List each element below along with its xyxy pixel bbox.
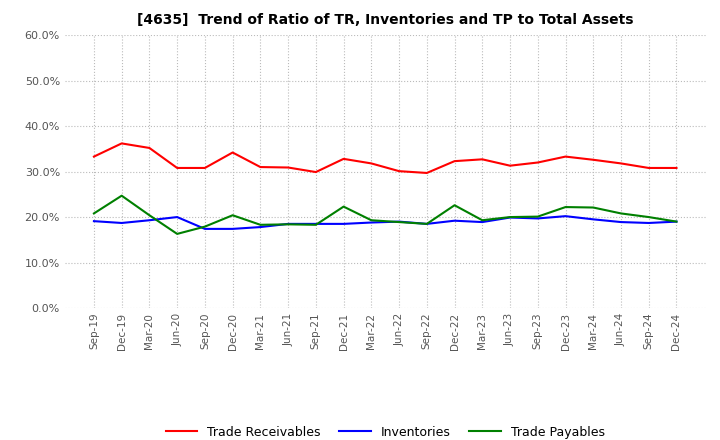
Trade Payables bbox=[672, 219, 681, 224]
Trade Payables bbox=[395, 220, 403, 225]
Trade Receivables bbox=[616, 161, 625, 166]
Trade Payables bbox=[201, 224, 210, 229]
Inventories bbox=[256, 224, 265, 230]
Trade Payables bbox=[173, 231, 181, 237]
Trade Payables bbox=[616, 211, 625, 216]
Line: Inventories: Inventories bbox=[94, 216, 677, 229]
Inventories bbox=[117, 220, 126, 226]
Trade Receivables bbox=[367, 161, 376, 166]
Trade Payables bbox=[256, 222, 265, 227]
Inventories bbox=[201, 226, 210, 231]
Trade Receivables bbox=[505, 163, 514, 169]
Trade Payables bbox=[312, 222, 320, 227]
Trade Payables bbox=[228, 213, 237, 218]
Trade Payables bbox=[589, 205, 598, 210]
Inventories bbox=[423, 221, 431, 227]
Trade Receivables bbox=[89, 154, 98, 159]
Trade Receivables bbox=[395, 169, 403, 174]
Trade Receivables bbox=[284, 165, 292, 170]
Trade Receivables bbox=[256, 165, 265, 170]
Inventories bbox=[89, 219, 98, 224]
Trade Receivables bbox=[312, 169, 320, 175]
Trade Payables bbox=[89, 211, 98, 216]
Inventories bbox=[534, 216, 542, 221]
Inventories bbox=[505, 215, 514, 220]
Inventories bbox=[312, 221, 320, 227]
Trade Payables bbox=[423, 221, 431, 227]
Trade Receivables bbox=[173, 165, 181, 171]
Legend: Trade Receivables, Inventories, Trade Payables: Trade Receivables, Inventories, Trade Pa… bbox=[161, 421, 610, 440]
Title: [4635]  Trend of Ratio of TR, Inventories and TP to Total Assets: [4635] Trend of Ratio of TR, Inventories… bbox=[137, 13, 634, 27]
Inventories bbox=[284, 221, 292, 227]
Trade Receivables bbox=[534, 160, 542, 165]
Trade Receivables bbox=[478, 157, 487, 162]
Line: Trade Payables: Trade Payables bbox=[94, 196, 677, 234]
Inventories bbox=[478, 220, 487, 225]
Trade Payables bbox=[478, 218, 487, 223]
Trade Payables bbox=[284, 222, 292, 227]
Inventories bbox=[644, 220, 653, 226]
Trade Payables bbox=[505, 214, 514, 220]
Inventories bbox=[672, 219, 681, 224]
Trade Payables bbox=[534, 214, 542, 219]
Trade Receivables bbox=[644, 165, 653, 171]
Inventories bbox=[395, 219, 403, 224]
Trade Payables bbox=[644, 214, 653, 220]
Trade Payables bbox=[561, 205, 570, 210]
Trade Receivables bbox=[201, 165, 210, 171]
Inventories bbox=[367, 220, 376, 225]
Inventories bbox=[228, 226, 237, 231]
Trade Payables bbox=[339, 204, 348, 209]
Inventories bbox=[173, 214, 181, 220]
Trade Receivables bbox=[339, 156, 348, 161]
Line: Trade Receivables: Trade Receivables bbox=[94, 143, 677, 173]
Trade Receivables bbox=[589, 157, 598, 162]
Trade Payables bbox=[450, 202, 459, 208]
Trade Receivables bbox=[672, 165, 681, 171]
Trade Payables bbox=[367, 218, 376, 223]
Inventories bbox=[561, 213, 570, 219]
Trade Receivables bbox=[228, 150, 237, 155]
Trade Payables bbox=[117, 193, 126, 198]
Inventories bbox=[589, 216, 598, 222]
Inventories bbox=[616, 220, 625, 225]
Trade Receivables bbox=[117, 141, 126, 146]
Trade Receivables bbox=[423, 170, 431, 176]
Trade Receivables bbox=[145, 145, 154, 150]
Inventories bbox=[450, 218, 459, 224]
Trade Receivables bbox=[450, 158, 459, 164]
Inventories bbox=[339, 221, 348, 227]
Trade Receivables bbox=[561, 154, 570, 159]
Trade Payables bbox=[145, 213, 154, 218]
Inventories bbox=[145, 218, 154, 223]
